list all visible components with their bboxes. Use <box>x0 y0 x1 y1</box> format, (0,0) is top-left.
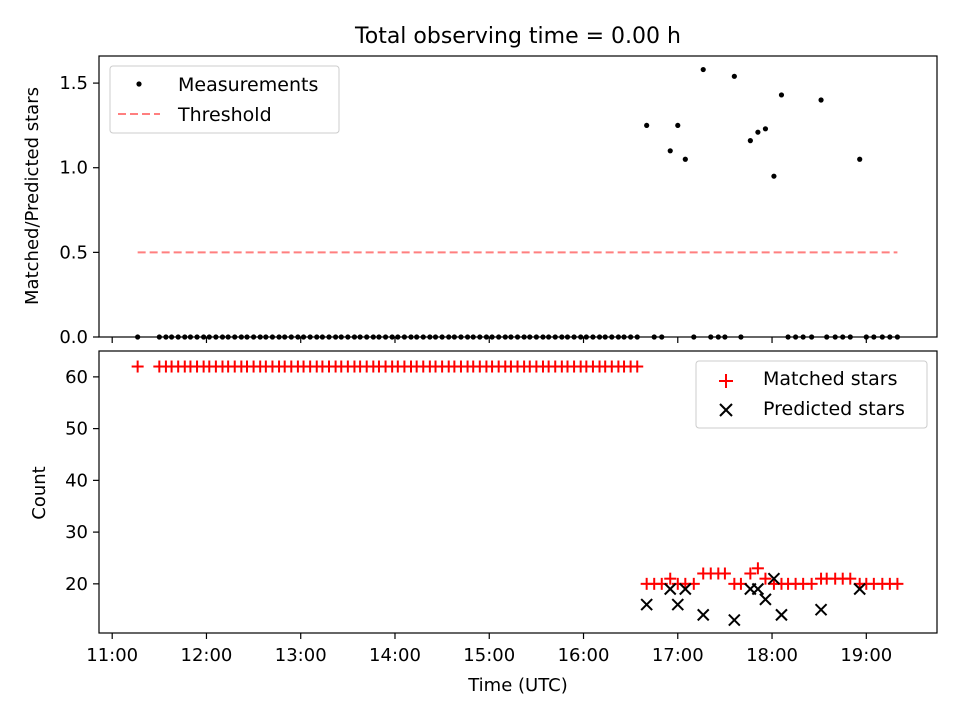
predicted-stars-point <box>697 608 710 622</box>
chart-title: Total observing time = 0.00 h <box>354 24 681 49</box>
top-axes-frame <box>98 55 938 338</box>
matched-stars-point <box>844 572 857 585</box>
legend-measurements-label: Measurements <box>178 74 318 96</box>
predicted-stars-point <box>671 598 684 611</box>
predicted-stars-point <box>728 613 741 627</box>
bottom-legend-box <box>695 360 928 429</box>
predicted-stars-point <box>759 593 772 606</box>
matched-stars-point <box>718 567 731 580</box>
predicted-stars-point <box>664 582 677 596</box>
bottom-y-tick-label: 20 <box>65 574 88 595</box>
matched-stars-point <box>744 567 757 580</box>
top-x-ticks <box>111 337 867 343</box>
top-legend-box <box>109 65 340 134</box>
bottom-y-tick-label: 60 <box>65 367 88 388</box>
predicted-stars-point <box>751 582 765 596</box>
matched-stars-point <box>891 577 904 590</box>
predicted-stars-point <box>814 603 828 616</box>
legend-threshold-label: Threshold <box>177 104 272 126</box>
matched-stars-point <box>805 577 818 590</box>
top-panel: 0.0 0.5 1.0 1.5 Matched/Predicted stars Mea… <box>22 55 938 348</box>
measurements-point <box>667 148 673 154</box>
measurements-point <box>778 92 785 98</box>
predicted-stars-point <box>767 572 781 585</box>
bottom-x-ticks: 11:00 12:00 13:00 14:00 15:00 16:00 17:00 18:00… <box>86 633 892 666</box>
measurements-point <box>731 73 737 79</box>
top-legend: Measurements Threshold <box>109 65 340 134</box>
top-y-tick-label: 0.0 <box>59 327 88 348</box>
bottom-marks <box>131 360 904 627</box>
measurements-point <box>700 66 706 73</box>
bottom-x-tick-label: 18:00 <box>746 645 798 666</box>
legend-measurements-swatch <box>136 81 142 87</box>
measurements-point <box>857 156 863 162</box>
top-y-ticks: 0.0 0.5 1.0 1.5 <box>59 73 99 348</box>
legend-predicted-label: Predicted stars <box>763 398 905 420</box>
bottom-x-tick-label: 16:00 <box>558 645 610 666</box>
bottom-x-tick-label: 11:00 <box>86 645 138 666</box>
legend-matched-swatch <box>719 374 733 388</box>
measurements-point <box>771 173 777 179</box>
legend-matched-label: Matched stars <box>763 368 897 390</box>
bottom-x-tick-label: 15:00 <box>463 645 515 666</box>
bottom-x-tick-label: 13:00 <box>275 645 327 666</box>
matched-stars-point <box>131 360 144 373</box>
measurements-point <box>747 138 753 144</box>
bottom-x-tick-label: 12:00 <box>181 645 233 666</box>
top-y-tick-label: 0.5 <box>59 242 88 263</box>
measurements-point <box>682 156 688 162</box>
bottom-y-axis-label: Count <box>29 466 50 519</box>
measurements-point <box>762 126 769 132</box>
predicted-stars-point <box>679 582 692 596</box>
measurements-point <box>644 122 650 129</box>
matched-stars-point <box>751 562 764 575</box>
bottom-y-tick-label: 30 <box>65 522 88 543</box>
measurements-point <box>675 122 681 129</box>
bottom-panel: 20 30 40 50 60 11:00 12:00 13:00 14:00 15:00 16:0… <box>29 350 938 696</box>
matched-stars-point <box>664 572 677 585</box>
top-y-tick-label: 1.5 <box>59 73 88 94</box>
predicted-stars-point <box>775 608 788 622</box>
bottom-x-tick-label: 14:00 <box>369 645 421 666</box>
measurements-point <box>818 97 824 103</box>
bottom-y-tick-label: 40 <box>65 470 88 491</box>
predicted-stars-point <box>640 598 653 611</box>
bottom-x-tick-label: 19:00 <box>840 645 892 666</box>
matched-stars-point <box>631 360 644 373</box>
matched-stars-point <box>759 572 772 585</box>
bottom-axes-frame <box>98 350 938 634</box>
top-y-axis-label: Matched/Predicted stars <box>22 87 43 305</box>
bottom-y-tick-label: 50 <box>65 419 88 440</box>
legend-predicted-swatch <box>719 403 733 417</box>
measurements-point <box>755 129 761 135</box>
predicted-stars-point <box>853 582 866 596</box>
bottom-y-ticks: 20 30 40 50 60 <box>65 367 99 595</box>
bottom-legend: Matched stars Predicted stars <box>695 360 928 429</box>
bottom-x-axis-label: Time (UTC) <box>467 675 568 696</box>
bottom-x-tick-label: 17:00 <box>652 645 704 666</box>
top-y-tick-label: 1.0 <box>59 158 88 179</box>
